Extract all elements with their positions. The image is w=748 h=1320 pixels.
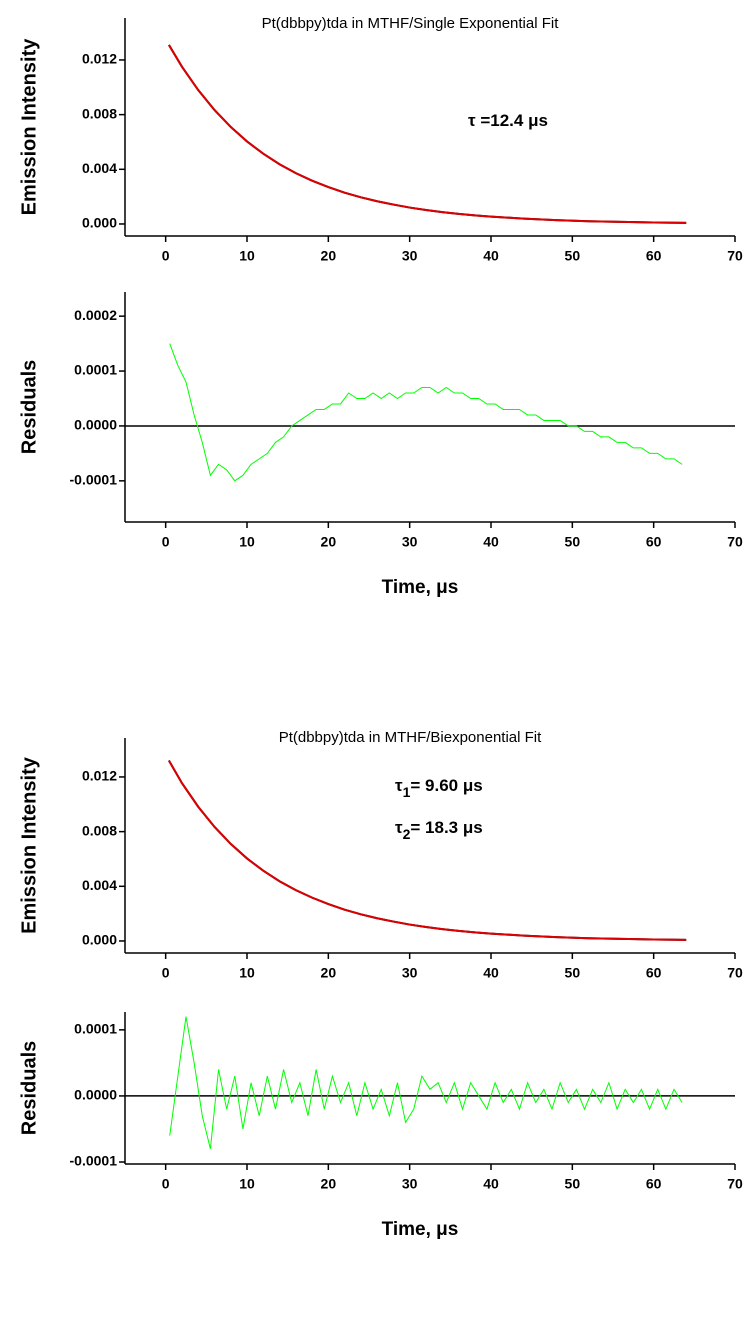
x-tick-label: 60 — [646, 1176, 662, 1192]
x-tick-label: 0 — [162, 1176, 170, 1192]
series-line — [169, 1016, 683, 1149]
x-axis-label: Time, μs — [382, 577, 459, 598]
series-line — [169, 343, 683, 482]
x-tick-label: 60 — [646, 248, 662, 264]
annotation-subscript: 1 — [403, 784, 411, 800]
x-axis-label: Time, μs — [382, 1219, 459, 1240]
x-tick-label: 30 — [402, 248, 418, 264]
y-tick-label: 0.0001 — [74, 362, 117, 378]
y-axis-label: Emission Intensity — [18, 38, 40, 216]
x-tick-label: 30 — [402, 1176, 418, 1192]
annotation: τ2= 18.3 μs — [395, 818, 483, 841]
x-tick-label: 20 — [321, 1176, 337, 1192]
x-tick-label: 20 — [321, 248, 337, 264]
x-tick-label: 0 — [162, 534, 170, 550]
y-tick-label: -0.0001 — [70, 1153, 118, 1169]
y-axis-label: Emission Intensity — [18, 756, 40, 934]
y-axis-label: Residuals — [18, 360, 40, 454]
annotation-symbol: τ — [395, 818, 403, 837]
y-tick-label: 0.0001 — [74, 1021, 117, 1037]
x-tick-label: 10 — [239, 965, 255, 981]
x-tick-label: 30 — [402, 965, 418, 981]
y-tick-label: 0.012 — [82, 51, 117, 67]
x-tick-label: 20 — [321, 534, 337, 550]
series-line — [168, 760, 687, 941]
chart-title: Pt(dbbpy)tda in MTHF/Biexponential Fit — [279, 729, 542, 746]
x-tick-label: 50 — [565, 965, 581, 981]
y-tick-label: 0.012 — [82, 768, 117, 784]
annotation-text: = 9.60 μs — [410, 776, 482, 795]
chart-title: Pt(dbbpy)tda in MTHF/Single Exponential … — [262, 15, 560, 32]
y-tick-label: 0.004 — [82, 160, 117, 176]
annotation-text: = 18.3 μs — [410, 818, 482, 837]
x-tick-label: 40 — [483, 248, 499, 264]
y-tick-label: 0.008 — [82, 105, 117, 121]
x-tick-label: 50 — [565, 248, 581, 264]
x-tick-label: 40 — [483, 965, 499, 981]
series-line — [168, 44, 687, 224]
annotation-symbol: τ — [468, 111, 476, 130]
x-tick-label: 10 — [239, 1176, 255, 1192]
x-tick-label: 50 — [565, 534, 581, 550]
y-tick-label: 0.008 — [82, 822, 117, 838]
series-line — [168, 44, 687, 224]
x-tick-label: 0 — [162, 248, 170, 264]
y-tick-label: 0.0000 — [74, 417, 117, 433]
x-tick-label: 70 — [727, 534, 743, 550]
annotation-text: =12.4 μs — [476, 111, 548, 130]
x-tick-label: 50 — [565, 1176, 581, 1192]
x-tick-label: 70 — [727, 965, 743, 981]
x-tick-label: 40 — [483, 1176, 499, 1192]
x-tick-label: 0 — [162, 965, 170, 981]
annotation: τ1= 9.60 μs — [395, 776, 483, 799]
y-tick-label: 0.000 — [82, 215, 117, 231]
annotation-subscript: 2 — [403, 826, 411, 842]
x-tick-label: 20 — [321, 965, 337, 981]
x-tick-label: 40 — [483, 534, 499, 550]
x-tick-label: 70 — [727, 248, 743, 264]
y-tick-label: -0.0001 — [70, 472, 118, 488]
y-tick-label: 0.004 — [82, 877, 117, 893]
y-tick-label: 0.0002 — [74, 307, 117, 323]
x-tick-label: 60 — [646, 965, 662, 981]
x-tick-label: 70 — [727, 1176, 743, 1192]
annotation-symbol: τ — [395, 776, 403, 795]
y-tick-label: 0.0000 — [74, 1087, 117, 1103]
x-tick-label: 10 — [239, 248, 255, 264]
annotation: τ =12.4 μs — [468, 111, 548, 130]
y-tick-label: 0.000 — [82, 932, 117, 948]
x-tick-label: 60 — [646, 534, 662, 550]
x-tick-label: 30 — [402, 534, 418, 550]
x-tick-label: 10 — [239, 534, 255, 550]
y-axis-label: Residuals — [18, 1041, 40, 1135]
